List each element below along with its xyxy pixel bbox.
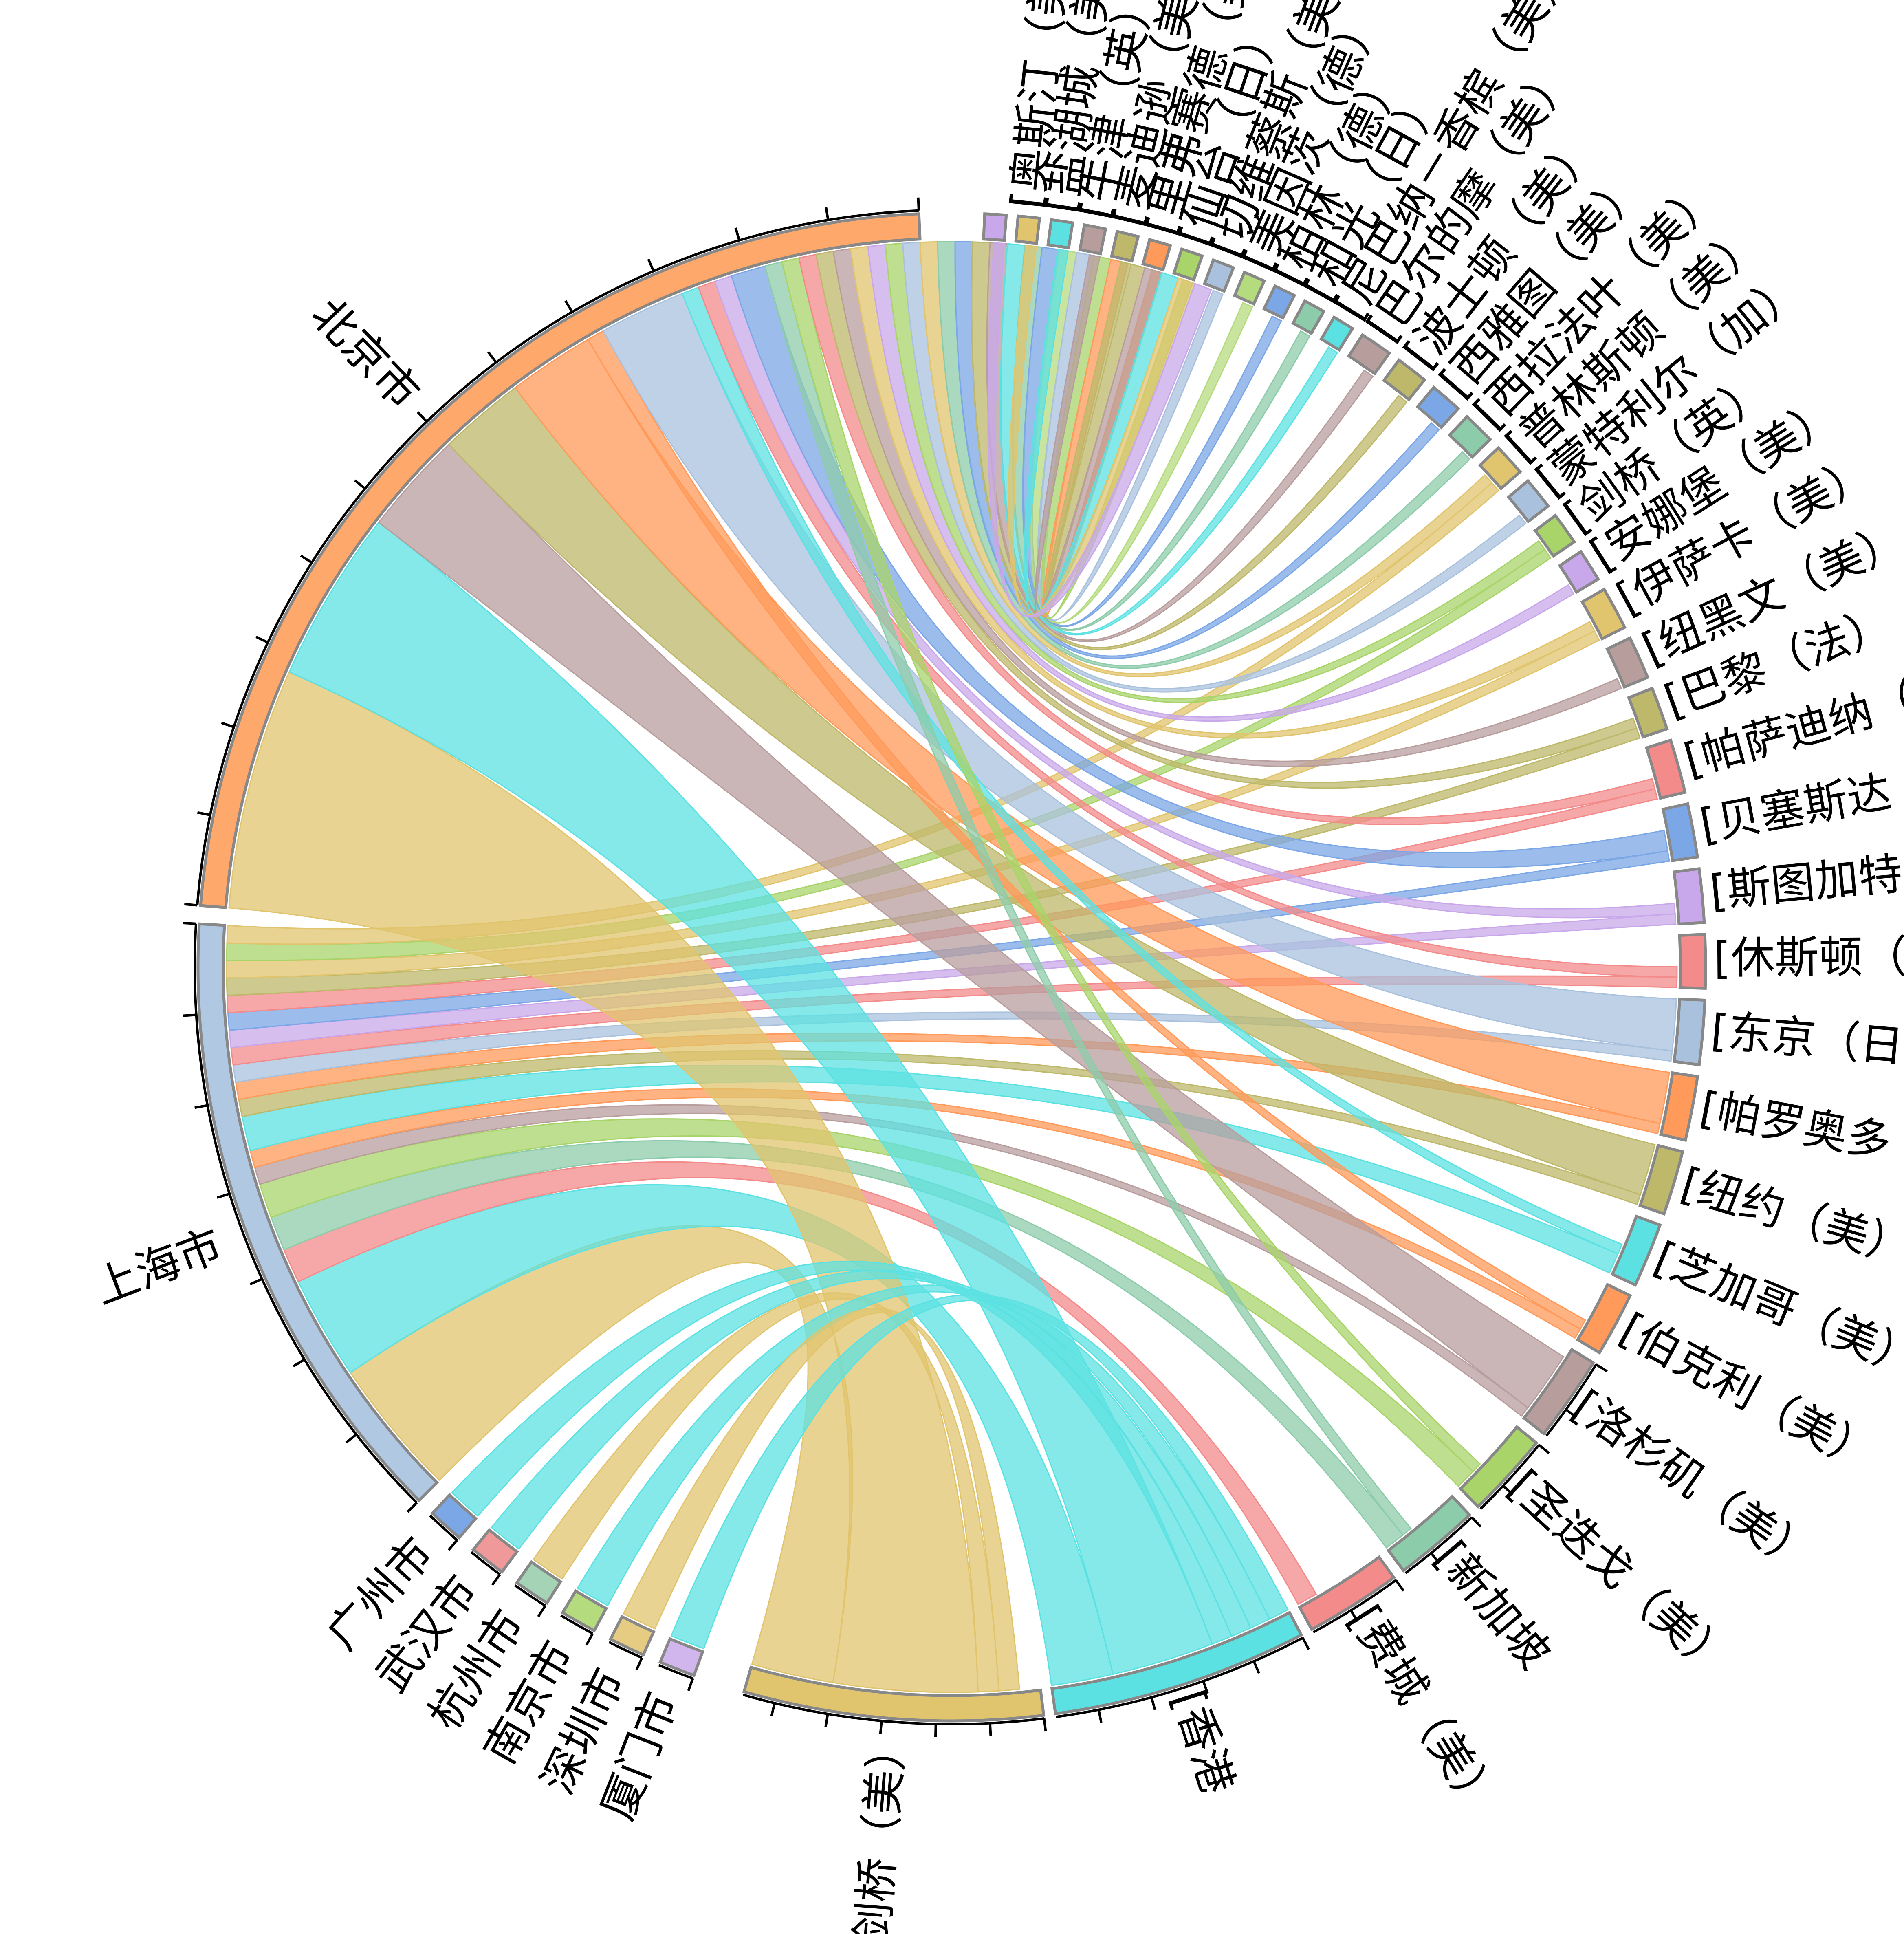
source-label-0: 北京市 xyxy=(301,289,429,419)
source-arc-2 xyxy=(430,1493,478,1540)
target-arc-2 xyxy=(1297,1555,1396,1632)
target-arc-24 xyxy=(1382,358,1427,402)
chord-60 xyxy=(623,1308,1020,1692)
source-ticks-0 xyxy=(184,197,920,907)
chord-32 xyxy=(798,253,1656,825)
target-arc-17 xyxy=(1580,587,1627,641)
target-arc-21 xyxy=(1478,446,1522,491)
target-arc-13 xyxy=(1661,802,1699,863)
target-arc-19 xyxy=(1533,513,1576,558)
source-arc-7 xyxy=(658,1637,704,1677)
source-arc-1 xyxy=(196,922,439,1502)
target-arc-12 xyxy=(1672,867,1706,926)
chord-29 xyxy=(731,265,1668,868)
source-ticks-6 xyxy=(608,1641,643,1670)
target-arc-14 xyxy=(1644,738,1687,800)
target-arc-32 xyxy=(1141,238,1172,272)
target-arc-26 xyxy=(1319,315,1355,352)
target-arc-3 xyxy=(1386,1494,1472,1573)
chord-30 xyxy=(764,261,1412,1536)
target-arc-16 xyxy=(1605,636,1650,689)
target-arc-1 xyxy=(1050,1610,1303,1716)
target-label-10: [东京（日） xyxy=(1709,1005,1904,1077)
target-label-11: [休斯顿（美） xyxy=(1713,931,1904,984)
target-ticks-5 xyxy=(1545,1363,1608,1436)
source-ticks-1 xyxy=(183,921,418,1513)
target-ticks-3 xyxy=(1404,1516,1482,1574)
target-arc-25 xyxy=(1347,333,1391,376)
chord-ribbons xyxy=(226,241,1678,1693)
target-arc-15 xyxy=(1627,686,1669,739)
node-arcs xyxy=(183,197,1707,1737)
target-arc-10 xyxy=(1672,998,1706,1066)
target-label-1: [香港 xyxy=(1162,1684,1243,1800)
target-arc-7 xyxy=(1610,1214,1662,1287)
target-arc-9 xyxy=(1659,1071,1699,1142)
source-ticks-7 xyxy=(658,1664,694,1692)
target-arc-20 xyxy=(1506,478,1550,524)
target-arc-33 xyxy=(1110,229,1140,263)
target-arc-34 xyxy=(1078,223,1107,256)
source-arc-6 xyxy=(608,1615,656,1657)
target-ticks-1 xyxy=(1056,1637,1310,1723)
target-arc-18 xyxy=(1558,549,1600,594)
target-ticks-4 xyxy=(1479,1444,1550,1510)
target-arc-35 xyxy=(1046,218,1074,250)
target-arc-36 xyxy=(1014,214,1041,245)
target-arc-6 xyxy=(1576,1282,1632,1355)
target-arc-30 xyxy=(1202,258,1235,293)
chord-28 xyxy=(714,275,1676,919)
chord-22 xyxy=(448,387,1656,1196)
source-label-1: 上海市 xyxy=(88,1220,229,1314)
target-arc-4 xyxy=(1458,1425,1539,1509)
chord-21 xyxy=(378,443,1565,1409)
chord-2 xyxy=(283,1161,1317,1606)
target-label-12: [斯图加特（德） xyxy=(1708,836,1904,917)
target-arc-11 xyxy=(1678,933,1707,990)
source-ticks-5 xyxy=(560,1614,594,1646)
chord-55 xyxy=(987,242,1212,618)
target-ticks-0 xyxy=(743,1694,1047,1737)
chord-61 xyxy=(670,1294,1289,1650)
target-arc-37 xyxy=(982,212,1008,242)
target-arc-8 xyxy=(1638,1143,1684,1216)
target-arc-31 xyxy=(1172,247,1204,282)
target-arc-0 xyxy=(742,1665,1046,1723)
target-arc-29 xyxy=(1233,270,1266,306)
target-arc-27 xyxy=(1291,299,1326,335)
target-arc-28 xyxy=(1262,284,1296,320)
source-arc-4 xyxy=(515,1560,563,1605)
target-arc-22 xyxy=(1447,414,1492,459)
chord-31 xyxy=(781,257,1481,1473)
source-ticks-2 xyxy=(429,1515,458,1551)
source-ticks-4 xyxy=(514,1584,546,1617)
target-label-0: [剑桥（美） xyxy=(845,1725,915,1934)
target-arc-23 xyxy=(1415,385,1460,430)
source-ticks-3 xyxy=(470,1551,501,1586)
source-arc-0 xyxy=(199,212,922,909)
chord-24 xyxy=(587,330,1586,1330)
target-label-3: [新加坡 xyxy=(1425,1532,1560,1679)
source-arc-3 xyxy=(471,1528,519,1574)
target-arc-5 xyxy=(1522,1347,1596,1436)
target-ticks-2 xyxy=(1312,1579,1405,1634)
source-arc-5 xyxy=(561,1589,608,1633)
